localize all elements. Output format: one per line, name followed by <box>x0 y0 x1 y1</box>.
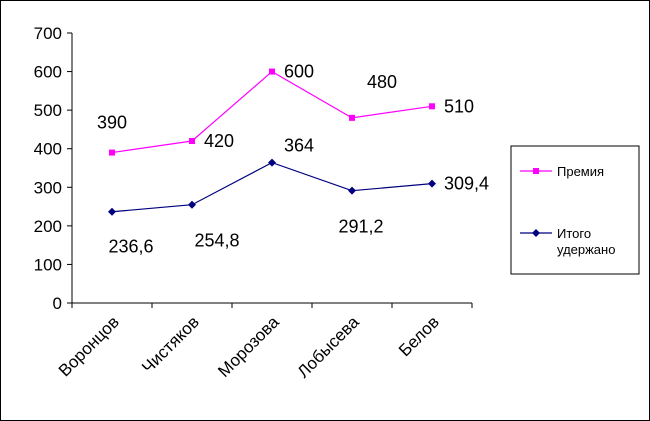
data-point-marker <box>189 138 195 144</box>
x-category-label: Белов <box>395 312 443 360</box>
y-tick-label: 100 <box>34 255 62 274</box>
legend-box <box>510 145 640 275</box>
x-axis-categories: Воронцов Чистяков Морозова Лобысева Белов <box>55 303 473 382</box>
y-axis-ticks: 0 100 200 300 400 500 600 700 <box>34 24 72 313</box>
x-category-label: Воронцов <box>55 312 123 380</box>
data-point-marker <box>348 186 356 195</box>
legend-label: Премия <box>557 164 604 179</box>
data-label: 480 <box>367 72 397 92</box>
y-tick-label: 0 <box>53 294 62 313</box>
legend-label: Итого удержано <box>557 226 615 257</box>
x-category-label: Чистяков <box>138 312 203 377</box>
data-point-marker <box>429 103 435 110</box>
data-point-marker <box>268 158 276 167</box>
data-label: 510 <box>444 96 474 116</box>
data-label: 236,6 <box>108 237 153 257</box>
data-point-marker <box>428 179 436 188</box>
data-point-marker <box>108 207 116 216</box>
axes <box>71 33 472 304</box>
legend: Премия Итого удержано <box>510 145 640 275</box>
data-label: 364 <box>284 136 314 156</box>
y-tick-label: 300 <box>34 178 62 197</box>
data-point-marker <box>109 149 115 156</box>
data-label: 309,4 <box>444 174 489 194</box>
y-tick-label: 200 <box>34 217 62 236</box>
x-category-label: Морозова <box>214 312 283 381</box>
y-tick-label: 600 <box>34 63 62 82</box>
data-point-marker <box>269 68 275 75</box>
y-tick-label: 500 <box>34 101 62 120</box>
x-category-label: Лобысева <box>294 312 364 382</box>
data-label: 254,8 <box>194 231 239 251</box>
series-line-1 <box>111 161 433 213</box>
data-label: 420 <box>204 131 234 151</box>
series-markers <box>108 68 436 216</box>
y-tick-label: 400 <box>34 140 62 159</box>
data-label: 600 <box>284 62 314 82</box>
data-label: 291,2 <box>338 217 383 237</box>
data-label: 390 <box>97 113 127 133</box>
series-lines <box>111 70 433 213</box>
legend-marker <box>533 168 539 174</box>
legend-marker <box>532 229 540 237</box>
data-point-marker <box>349 114 355 121</box>
data-labels: 390 420 600 480 510 236,6 254,8 364 291,2 309,4 <box>97 62 489 257</box>
data-point-marker <box>188 200 196 209</box>
y-tick-label: 700 <box>34 24 62 43</box>
